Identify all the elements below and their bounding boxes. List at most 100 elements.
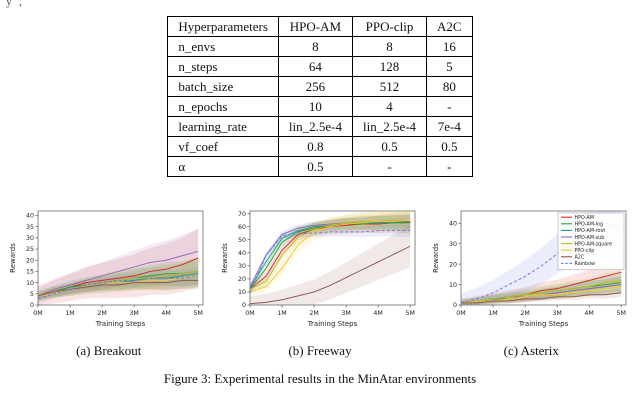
svg-text:5M: 5M bbox=[616, 310, 625, 317]
svg-text:4M: 4M bbox=[584, 310, 593, 317]
svg-text:3M: 3M bbox=[130, 310, 139, 317]
svg-text:25: 25 bbox=[26, 246, 34, 253]
table-row: vf_coef 0.8 0.5 0.5 bbox=[167, 136, 473, 157]
value-cell: 8 bbox=[351, 36, 428, 57]
value-cell: 0.5 bbox=[426, 136, 473, 157]
svg-text:HPO-AM-square: HPO-AM-square bbox=[574, 241, 612, 247]
svg-text:4M: 4M bbox=[162, 310, 171, 317]
cropped-text-fragment: y , bbox=[6, 0, 24, 8]
value-cell: 8 bbox=[277, 36, 353, 57]
freeway-line-chart: 0 10 20 30 40 50 60 70 0M 1M 2M 3M 4M 5M Training Step… bbox=[221, 210, 415, 328]
table-row: n_steps 64 128 5 bbox=[167, 56, 473, 77]
svg-text:5M: 5M bbox=[405, 310, 414, 317]
svg-text:50: 50 bbox=[237, 237, 245, 244]
svg-text:0: 0 bbox=[241, 302, 245, 309]
svg-text:20: 20 bbox=[26, 257, 34, 264]
value-cell: 256 bbox=[277, 76, 353, 97]
svg-text:20: 20 bbox=[237, 276, 245, 283]
svg-text:Rewards: Rewards bbox=[221, 243, 229, 273]
svg-text:30: 30 bbox=[449, 241, 457, 248]
chart-block-breakout: 0 5 10 15 20 25 30 35 40 0M 1M 2M 3M 4M 5M Training Ste… bbox=[6, 201, 211, 359]
svg-text:2M: 2M bbox=[309, 310, 318, 317]
svg-text:0M: 0M bbox=[456, 310, 465, 317]
asterix-line-chart: 0 10 20 30 40 0M 1M 2M 3M 4M 5M Training Steps Rewar… bbox=[432, 210, 627, 328]
svg-text:60: 60 bbox=[237, 224, 245, 231]
svg-text:0: 0 bbox=[30, 302, 34, 309]
table-header-row: Hyperparameters HPO-AM PPO-clip A2C bbox=[167, 16, 473, 37]
value-cell: 0.5 bbox=[277, 156, 353, 177]
svg-text:70: 70 bbox=[237, 211, 245, 218]
svg-text:10: 10 bbox=[237, 289, 245, 296]
figure-caption: Figure 3: Experimental results in the Mi… bbox=[163, 371, 477, 386]
svg-text:Rewards: Rewards bbox=[9, 243, 17, 273]
svg-text:3M: 3M bbox=[552, 310, 561, 317]
value-cell: 512 bbox=[351, 76, 428, 97]
figure-charts-row: 0 5 10 15 20 25 30 35 40 0M 1M 2M 3M 4M 5M Training Ste… bbox=[0, 201, 640, 359]
svg-text:HPO-AM: HPO-AM bbox=[574, 215, 593, 221]
subcaption-freeway: (b) Freeway bbox=[288, 343, 352, 358]
svg-text:30: 30 bbox=[237, 263, 245, 270]
value-cell: lin_2.5e-4 bbox=[277, 116, 353, 137]
value-cell: - bbox=[426, 156, 473, 177]
svg-text:35: 35 bbox=[26, 224, 34, 231]
param-cell: batch_size bbox=[167, 76, 279, 97]
svg-text:A2C: A2C bbox=[574, 255, 584, 261]
value-cell: 5 bbox=[426, 56, 473, 77]
header-cell: Hyperparameters bbox=[167, 16, 279, 37]
subcaption-breakout: (a) Breakout bbox=[76, 343, 142, 358]
svg-text:40: 40 bbox=[237, 250, 245, 257]
header-cell: PPO-clip bbox=[351, 16, 428, 37]
value-cell: 64 bbox=[277, 56, 353, 77]
value-cell: 80 bbox=[426, 76, 473, 97]
svg-text:Training Steps: Training Steps bbox=[306, 320, 357, 328]
header-cell: HPO-AM bbox=[277, 16, 353, 37]
value-cell: 0.5 bbox=[351, 136, 428, 157]
svg-text:Training Steps: Training Steps bbox=[95, 320, 146, 328]
svg-text:2M: 2M bbox=[98, 310, 107, 317]
svg-text:4M: 4M bbox=[373, 310, 382, 317]
value-cell: - bbox=[351, 156, 428, 177]
svg-text:HPO-AM-log: HPO-AM-log bbox=[574, 222, 603, 228]
value-cell: - bbox=[426, 96, 473, 117]
svg-text:HPO-AM-root: HPO-AM-root bbox=[574, 228, 605, 234]
svg-text:HPO-AM-sub: HPO-AM-sub bbox=[574, 235, 604, 241]
svg-text:10: 10 bbox=[449, 282, 457, 289]
table-row: batch_size 256 512 80 bbox=[167, 76, 473, 97]
chart-block-freeway: 0 10 20 30 40 50 60 70 0M 1M 2M 3M 4M 5M Training Step… bbox=[218, 201, 423, 359]
param-cell: n_envs bbox=[167, 36, 279, 57]
svg-text:20: 20 bbox=[449, 261, 457, 268]
value-cell: 0.8 bbox=[277, 136, 353, 157]
svg-text:3M: 3M bbox=[341, 310, 350, 317]
table-row: n_epochs 10 4- bbox=[167, 96, 473, 117]
svg-text:1M: 1M bbox=[277, 310, 286, 317]
breakout-line-chart: 0 5 10 15 20 25 30 35 40 0M 1M 2M 3M 4M 5M Training Ste… bbox=[9, 210, 204, 328]
svg-text:0: 0 bbox=[453, 302, 457, 309]
svg-text:15: 15 bbox=[26, 269, 34, 276]
svg-text:5M: 5M bbox=[194, 310, 203, 317]
hyperparameters-table: Hyperparameters HPO-AM PPO-clip A2C n_envs 8 8… bbox=[167, 16, 473, 177]
svg-text:1M: 1M bbox=[488, 310, 497, 317]
table-row: n_envs 8 8 16 bbox=[167, 36, 473, 57]
value-cell: lin_2.5e-4 bbox=[351, 116, 428, 137]
value-cell: 7e-4 bbox=[426, 116, 473, 137]
svg-text:30: 30 bbox=[26, 235, 34, 242]
table-row: α 0.5- - bbox=[167, 156, 473, 177]
svg-text:Rainbow: Rainbow bbox=[574, 261, 595, 267]
svg-text:0M: 0M bbox=[245, 310, 254, 317]
param-cell: α bbox=[167, 156, 279, 177]
svg-text:40: 40 bbox=[449, 220, 457, 227]
subcaption-asterix: (c) Asterix bbox=[503, 343, 559, 358]
svg-text:PPO-clip: PPO-clip bbox=[574, 248, 594, 254]
svg-text:1M: 1M bbox=[66, 310, 75, 317]
value-cell: 16 bbox=[426, 36, 473, 57]
svg-text:Rewards: Rewards bbox=[432, 243, 440, 273]
svg-text:5: 5 bbox=[30, 291, 34, 298]
header-cell: A2C bbox=[426, 16, 473, 37]
svg-text:Training Steps: Training Steps bbox=[518, 320, 569, 328]
value-cell: 128 bbox=[351, 56, 428, 77]
value-cell: 10 bbox=[277, 96, 353, 117]
svg-text:10: 10 bbox=[26, 280, 34, 287]
svg-text:2M: 2M bbox=[520, 310, 529, 317]
param-cell: learning_rate bbox=[167, 116, 279, 137]
